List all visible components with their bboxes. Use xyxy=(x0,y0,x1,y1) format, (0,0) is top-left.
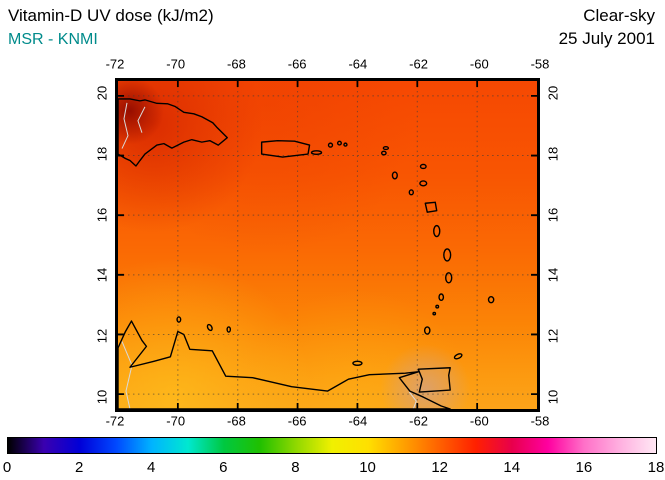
caribbean-uv-heatmap xyxy=(118,81,537,409)
y-axis-tick-right: 12 xyxy=(545,328,561,344)
x-axis-tick-bottom: -60 xyxy=(469,413,489,429)
y-axis-tick-right: 20 xyxy=(545,85,561,101)
colorbar-tick-label: 8 xyxy=(291,459,300,476)
x-axis-tick-top: -68 xyxy=(227,56,246,72)
y-axis-tick-left: 18 xyxy=(94,146,110,162)
x-axis-tick-bottom: -64 xyxy=(348,413,368,429)
gray-patch-trinidad xyxy=(380,344,471,409)
y-axis-tick-right: 10 xyxy=(545,389,561,404)
country-borders xyxy=(121,102,417,409)
x-axis-tick-top: -58 xyxy=(530,56,550,72)
x-axis-tick-top: -72 xyxy=(105,56,125,72)
y-axis-tick-left: 12 xyxy=(94,328,110,344)
source-label: MSR - KNMI xyxy=(8,31,98,48)
sky-condition-label: Clear-sky xyxy=(583,6,655,25)
colorbar xyxy=(7,437,657,454)
colorbar-tick-label: 18 xyxy=(647,459,665,476)
x-axis-tick-bottom: -62 xyxy=(409,413,428,429)
colorbar-tick-label: 14 xyxy=(503,459,521,476)
x-axis-tick-bottom: -66 xyxy=(287,413,307,429)
x-axis-tick-top: -70 xyxy=(166,56,186,72)
colorbar-tick-label: 0 xyxy=(2,459,12,476)
y-axis-tick-left: 10 xyxy=(94,389,110,404)
x-axis-tick-bottom: -72 xyxy=(105,413,125,429)
colorbar-tick-label: 6 xyxy=(219,459,228,476)
axis-tick-marks xyxy=(118,81,537,409)
y-axis-tick-right: 14 xyxy=(545,268,561,283)
date-label: 25 July 2001 xyxy=(558,29,655,48)
coast-puerto-rico xyxy=(260,139,311,158)
x-axis-tick-bottom: -68 xyxy=(227,413,246,429)
x-axis-tick-bottom: -58 xyxy=(530,413,550,429)
y-axis-tick-left: 14 xyxy=(94,268,110,283)
coast-hispaniola xyxy=(118,98,228,167)
coast-south-america xyxy=(118,320,451,409)
colorbar-tick-label: 10 xyxy=(359,459,376,476)
y-axis-tick-right: 18 xyxy=(545,146,561,162)
map-frame xyxy=(115,78,540,412)
colorbar-tick-label: 16 xyxy=(575,459,593,476)
coast-guadeloupe xyxy=(424,201,438,213)
x-axis-tick-top: -66 xyxy=(287,56,307,72)
x-axis-tick-bottom: -70 xyxy=(166,413,186,429)
colorbar-tick-label: 12 xyxy=(431,459,448,476)
x-axis-tick-top: -62 xyxy=(409,56,428,72)
colorbar-tick-label: 2 xyxy=(74,459,84,476)
north-red-band xyxy=(118,81,418,255)
y-axis-tick-right: 16 xyxy=(545,207,561,222)
x-axis-tick-top: -60 xyxy=(469,56,489,72)
page-title: Vitamin-D UV dose (kJ/m2) xyxy=(8,6,214,25)
x-axis-tick-top: -64 xyxy=(348,56,368,72)
colorbar-tick-label: 4 xyxy=(147,459,156,476)
graticule-grid xyxy=(118,81,537,409)
y-axis-tick-left: 20 xyxy=(94,85,110,101)
y-axis-tick-left: 16 xyxy=(94,207,110,222)
coast-trinidad xyxy=(417,367,451,393)
coastlines xyxy=(118,98,495,409)
